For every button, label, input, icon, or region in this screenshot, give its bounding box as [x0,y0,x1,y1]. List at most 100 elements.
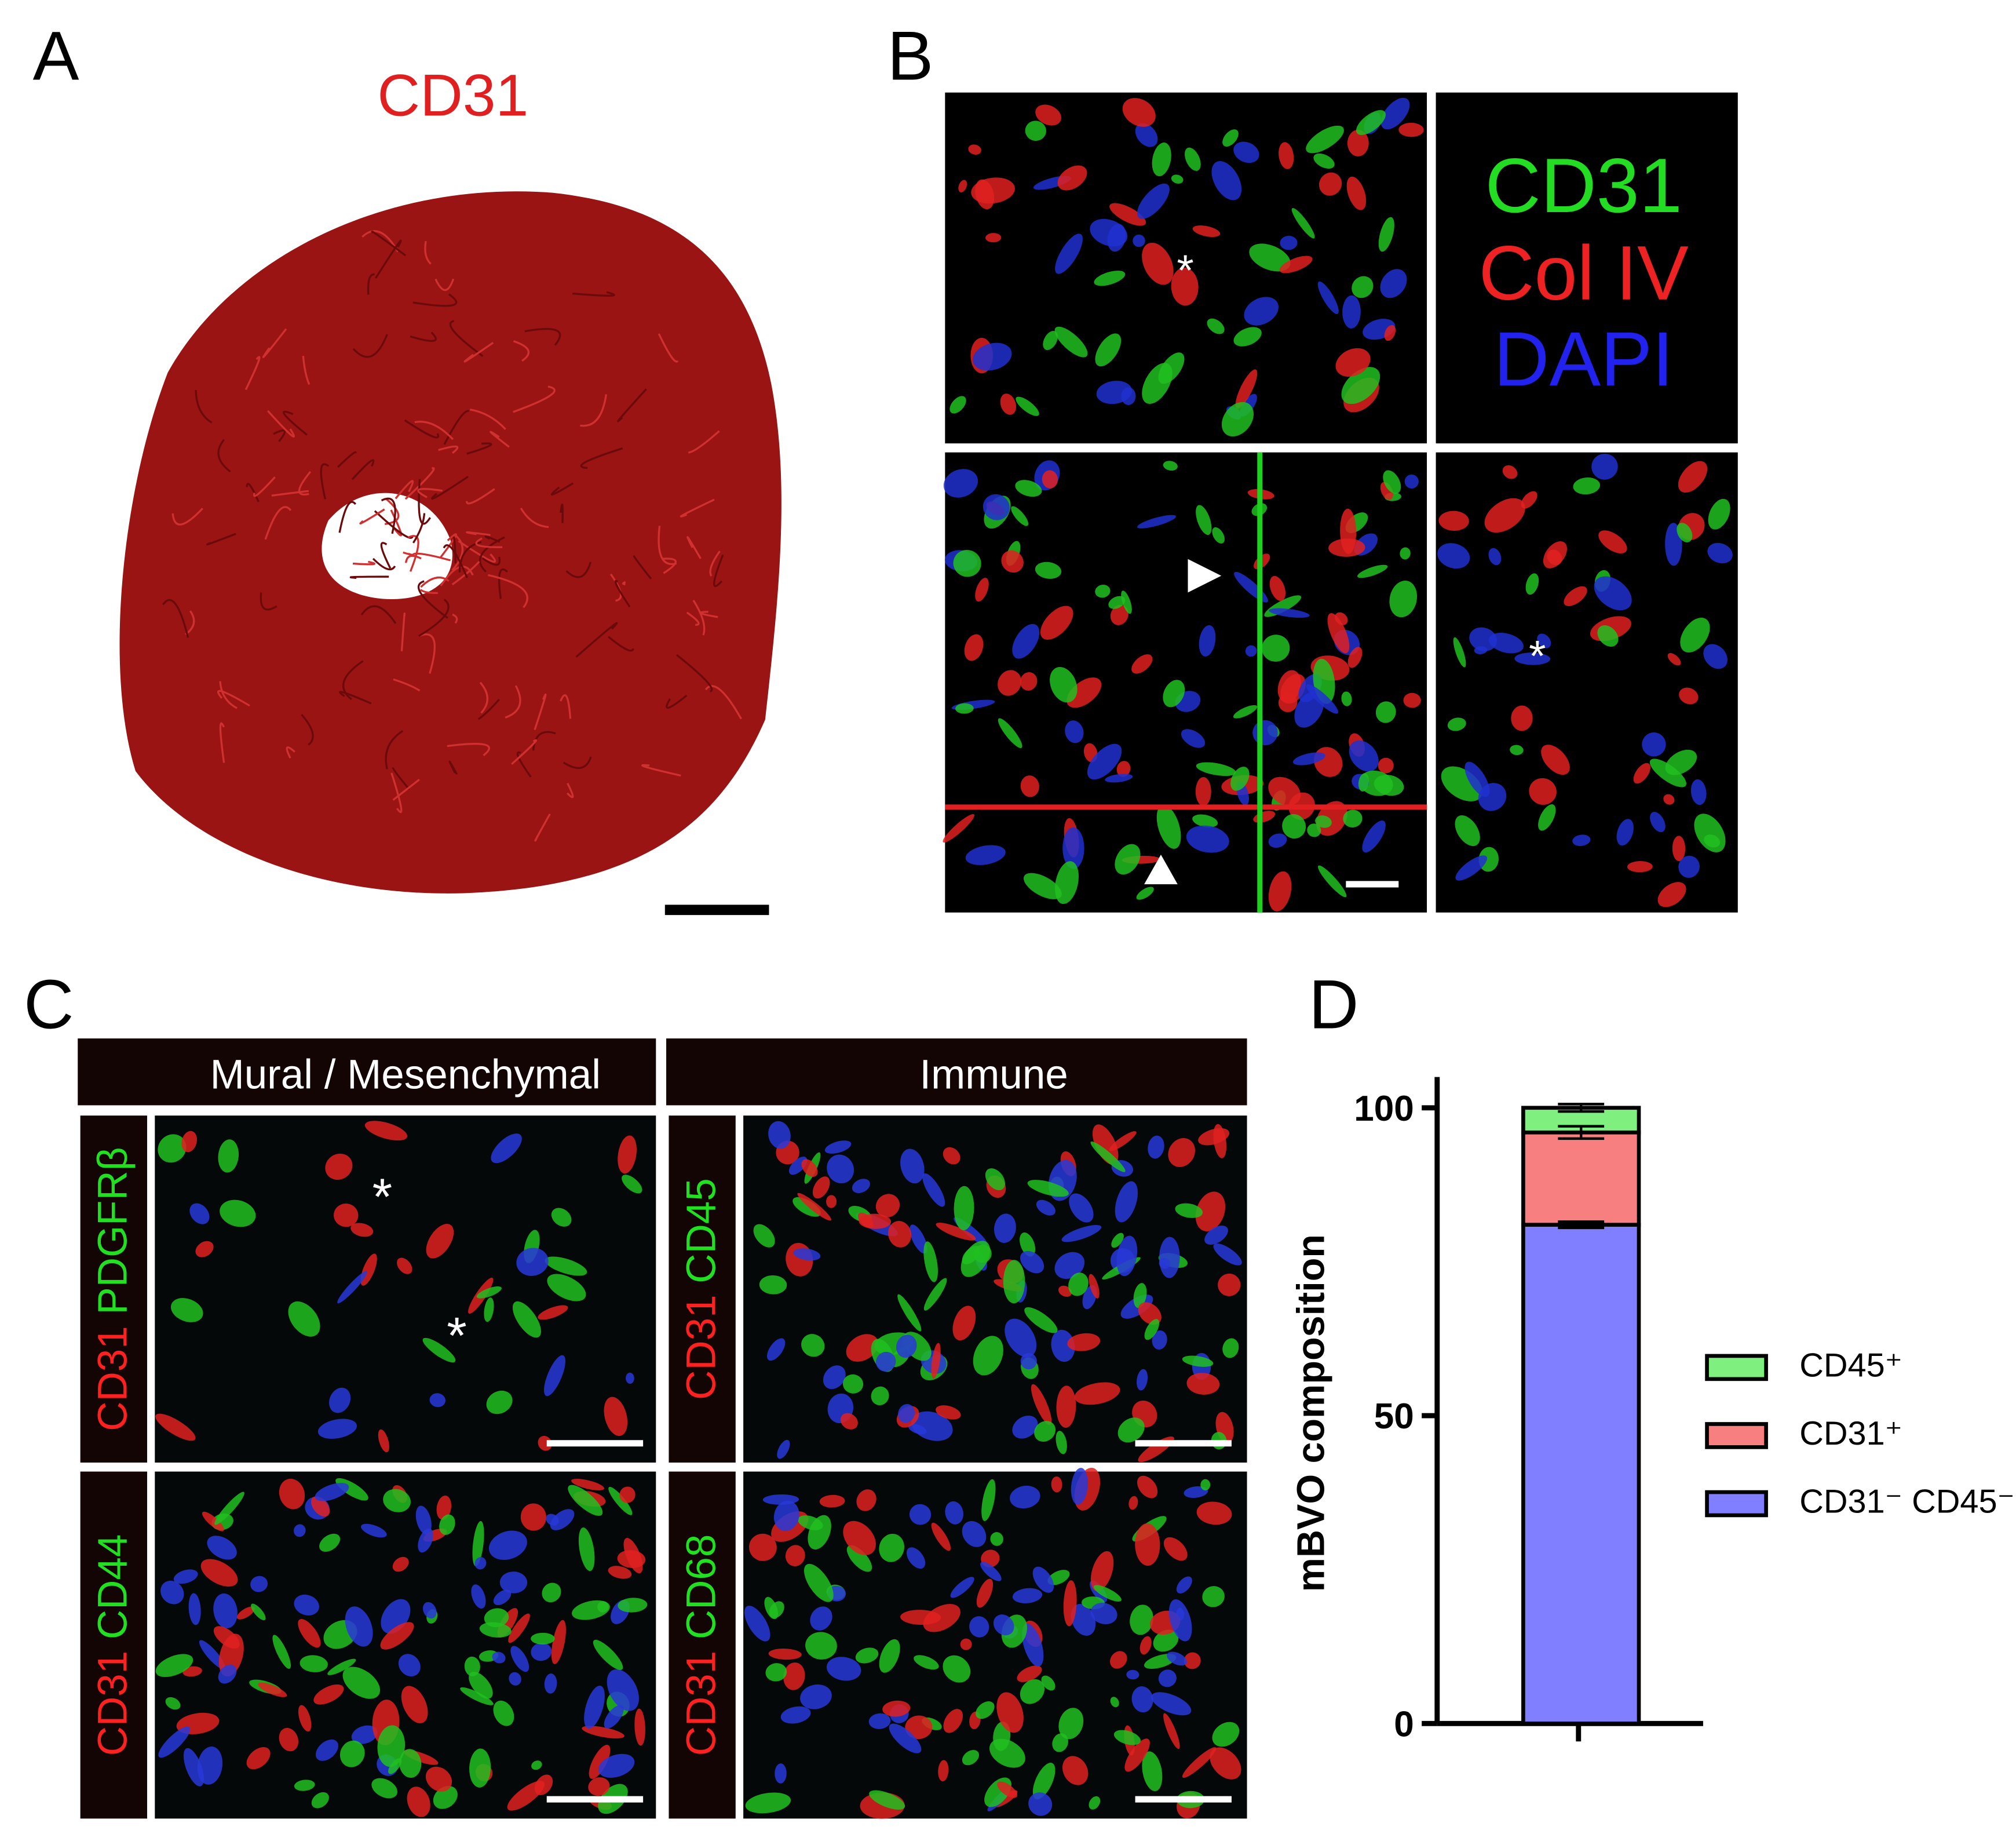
texture [1175,1203,1203,1218]
texture [188,1593,201,1625]
texture [337,1271,367,1304]
texture [1564,586,1587,607]
texture [634,1708,645,1746]
texture [298,1705,312,1732]
vessel [302,356,311,385]
vessel [452,613,458,624]
texture [960,1638,972,1650]
texture [1218,1273,1241,1296]
stain-label: CD31 CD44 [90,1534,136,1756]
texture [1678,461,1708,493]
vessel [532,731,556,751]
vessel [440,533,457,558]
texture [342,1667,381,1699]
vessel [641,764,681,777]
texture [377,1725,406,1767]
texture [1378,757,1394,774]
texture [1012,1415,1038,1439]
texture [1378,217,1394,252]
error-bar [1558,1125,1605,1140]
texture [604,1705,624,1729]
texture [1212,1722,1240,1747]
texture [1213,1124,1227,1158]
texture [1032,1566,1054,1593]
texture [1023,873,1062,899]
texture [460,1687,494,1705]
texture [155,1654,193,1678]
texture [1182,1747,1217,1778]
texture [882,1700,911,1717]
texture [422,1337,456,1363]
texture [1291,207,1315,239]
texture [1484,498,1525,533]
texture [158,1726,191,1758]
texture [361,1523,387,1538]
vessel [375,239,402,279]
texture [1040,606,1073,640]
texture [1163,1537,1188,1561]
vessel [438,445,459,454]
texture [962,1749,980,1766]
label-strip [80,1115,147,1463]
vessel [713,554,724,588]
vessel [418,599,450,637]
vessel [282,410,308,436]
texture [748,1533,777,1561]
texture [1135,123,1158,147]
vessel [219,722,225,763]
vessel [381,497,396,534]
texture [1111,1233,1124,1248]
texture [538,1435,552,1451]
texture [1356,110,1386,135]
vessel [466,531,491,536]
texture [960,1241,991,1277]
texture [1340,508,1357,555]
vessel [298,471,312,496]
texture [759,1275,787,1295]
y-tick-label: 50 [1374,1397,1414,1436]
texture [1152,1330,1167,1350]
vessel [301,714,314,746]
vessel [513,340,529,362]
stain-green: PDGFRβ [90,1147,136,1314]
texture [1001,550,1024,573]
bar-segment [1521,1223,1641,1726]
texture [1192,225,1221,237]
texture [1665,749,1697,775]
vessel [400,612,406,652]
texture [1069,1193,1094,1223]
texture [1269,575,1286,601]
vessel [404,419,440,439]
texture [990,1532,1003,1546]
vessel [404,467,435,500]
texture [542,1583,561,1603]
texture [931,1522,951,1551]
vessel [244,356,261,391]
texture [371,1778,397,1799]
texture [1594,576,1632,611]
texture [1137,183,1170,219]
texture [279,1478,305,1510]
texture [436,1495,452,1520]
texture [1200,1479,1211,1491]
texture [1148,1135,1164,1159]
texture [313,1684,344,1705]
texture [1124,1738,1150,1772]
texture [843,1521,876,1555]
texture [1068,1273,1089,1296]
texture [272,1635,291,1669]
texture [288,1301,320,1337]
texture [429,1393,445,1408]
texture [1455,815,1480,847]
texture [1207,318,1225,334]
texture [351,1725,378,1744]
texture [846,1545,872,1572]
texture [808,1515,831,1549]
texture [1679,687,1699,705]
texture [1020,1679,1045,1704]
vessel [563,756,592,770]
texture [1090,1602,1117,1624]
texture [1186,825,1229,853]
vessel [565,561,592,578]
texture [888,1221,912,1248]
